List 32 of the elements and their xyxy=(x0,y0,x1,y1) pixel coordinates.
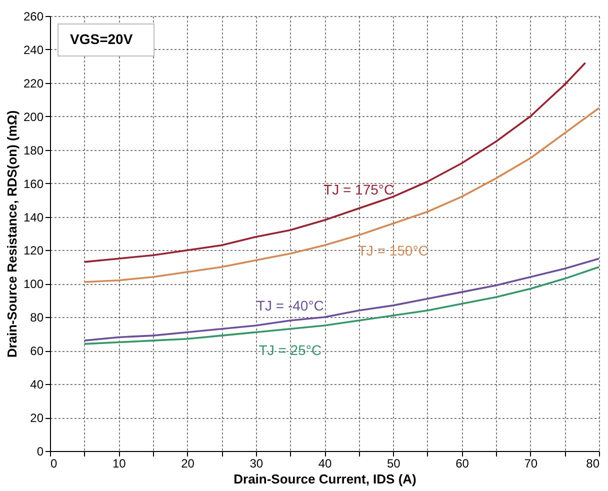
y-tick-label: 180 xyxy=(23,143,44,158)
series-label: TJ = 175°C xyxy=(324,181,394,198)
y-tick-label: 20 xyxy=(30,411,44,426)
y-tick-label: 60 xyxy=(30,344,44,358)
y-tick-label: 240 xyxy=(23,42,44,57)
line-series xyxy=(83,107,600,283)
x-tick-label: 60 xyxy=(456,456,470,470)
x-tick-label: 70 xyxy=(524,456,538,470)
y-tick-label: 0 xyxy=(36,444,44,458)
y-tick-label: 40 xyxy=(30,378,44,392)
annotation: VGS=20V xyxy=(70,31,134,47)
x-axis-title: Drain-Source Current, IDS (A) xyxy=(234,472,416,486)
x-tick-label: 80 xyxy=(586,456,600,470)
series-label: TJ = 25°C xyxy=(258,342,322,358)
series-label: TJ = 150°C xyxy=(358,242,428,258)
x-tick-label: 0 xyxy=(50,456,58,470)
x-tick-label: 20 xyxy=(181,456,195,470)
y-tick-label: 160 xyxy=(23,176,44,191)
x-tick-label: 10 xyxy=(112,456,126,470)
y-tick-label: 140 xyxy=(23,210,44,224)
y-axis-title: Drain-Source Resistance, RDS(on) (mΩ) xyxy=(4,110,20,358)
x-tick-label: 30 xyxy=(250,456,264,470)
y-tick-label: 220 xyxy=(23,76,44,90)
y-tick-label: 200 xyxy=(23,110,44,124)
y-tick-label: 100 xyxy=(23,277,44,292)
series-label: TJ = -40°C xyxy=(256,298,324,314)
y-tick-label: 80 xyxy=(30,310,44,325)
y-tick-label: 120 xyxy=(23,244,44,258)
y-tick-label: 260 xyxy=(23,10,44,24)
x-tick-label: 40 xyxy=(318,456,332,470)
x-tick-label: 50 xyxy=(386,456,401,470)
line-series xyxy=(83,62,586,263)
